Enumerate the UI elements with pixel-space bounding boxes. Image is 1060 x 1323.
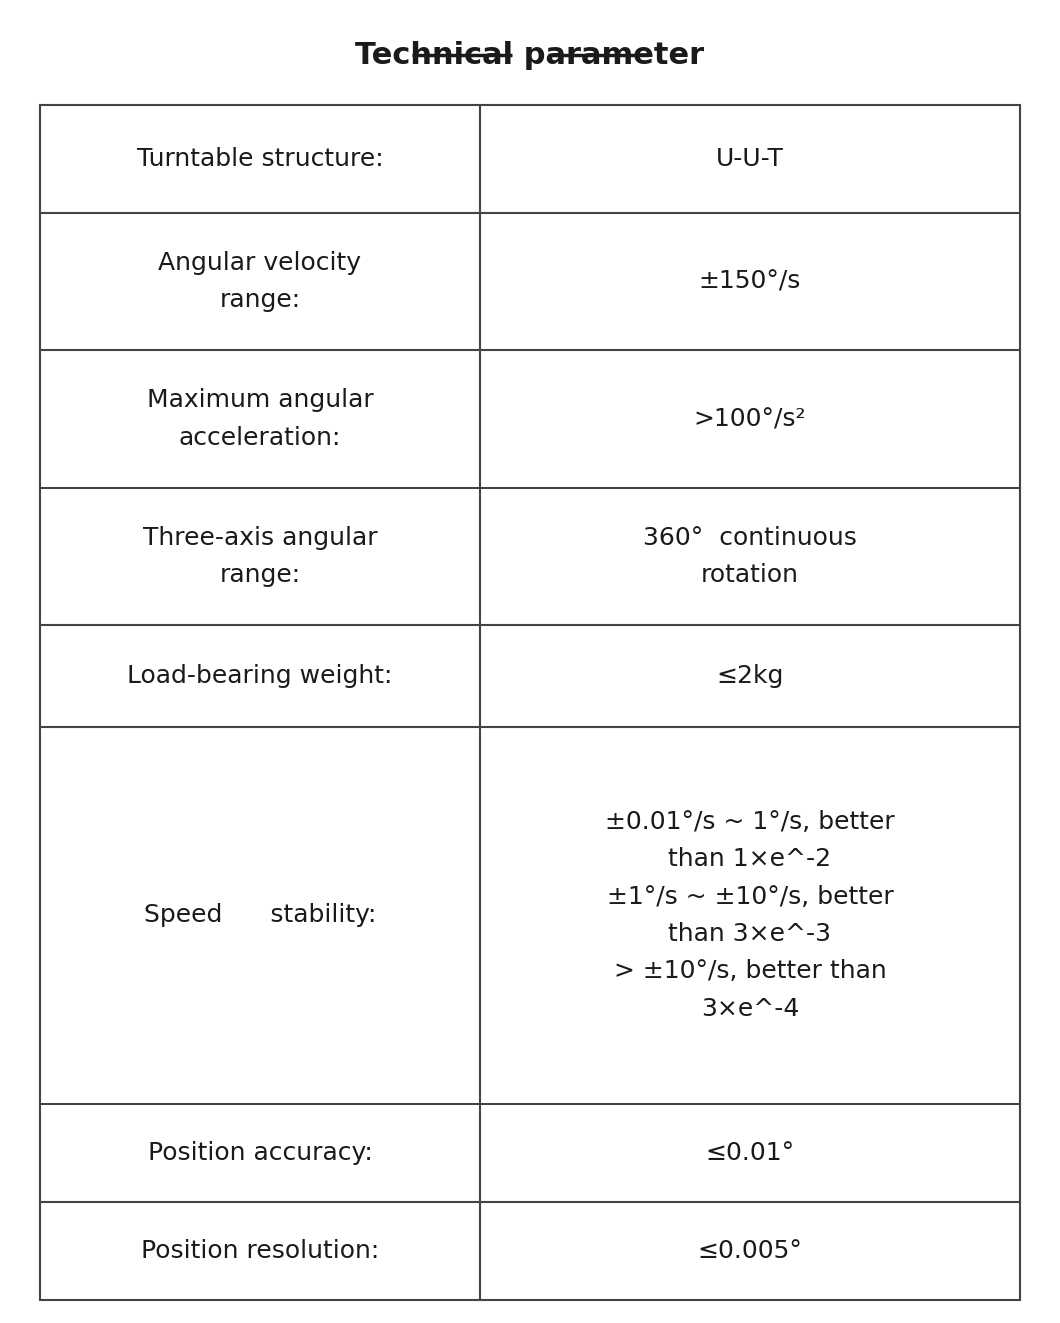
Text: Angular velocity
range:: Angular velocity range: bbox=[159, 251, 361, 312]
Text: Load-bearing weight:: Load-bearing weight: bbox=[127, 664, 392, 688]
Text: Three-axis angular
range:: Three-axis angular range: bbox=[143, 527, 377, 587]
Text: U-U-T: U-U-T bbox=[717, 147, 784, 171]
Text: >100°/s²: >100°/s² bbox=[693, 407, 807, 431]
Text: Technical parameter: Technical parameter bbox=[355, 41, 705, 70]
Text: Maximum angular
acceleration:: Maximum angular acceleration: bbox=[146, 389, 373, 450]
Text: ≤0.005°: ≤0.005° bbox=[697, 1238, 802, 1263]
Text: ±150°/s: ±150°/s bbox=[699, 270, 801, 294]
Text: ±0.01°/s ~ 1°/s, better
than 1×e^-2
±1°/s ~ ±10°/s, better
than 3×e^-3
> ±10°/s,: ±0.01°/s ~ 1°/s, better than 1×e^-2 ±1°/… bbox=[605, 810, 895, 1020]
Text: ≤2kg: ≤2kg bbox=[717, 664, 783, 688]
Text: ≤0.01°: ≤0.01° bbox=[706, 1140, 795, 1164]
Text: Position accuracy:: Position accuracy: bbox=[147, 1140, 372, 1164]
Text: Speed      stability:: Speed stability: bbox=[144, 904, 376, 927]
Text: 360°  continuous
rotation: 360° continuous rotation bbox=[643, 527, 856, 587]
Text: Position resolution:: Position resolution: bbox=[141, 1238, 379, 1263]
Text: Turntable structure:: Turntable structure: bbox=[137, 147, 384, 171]
